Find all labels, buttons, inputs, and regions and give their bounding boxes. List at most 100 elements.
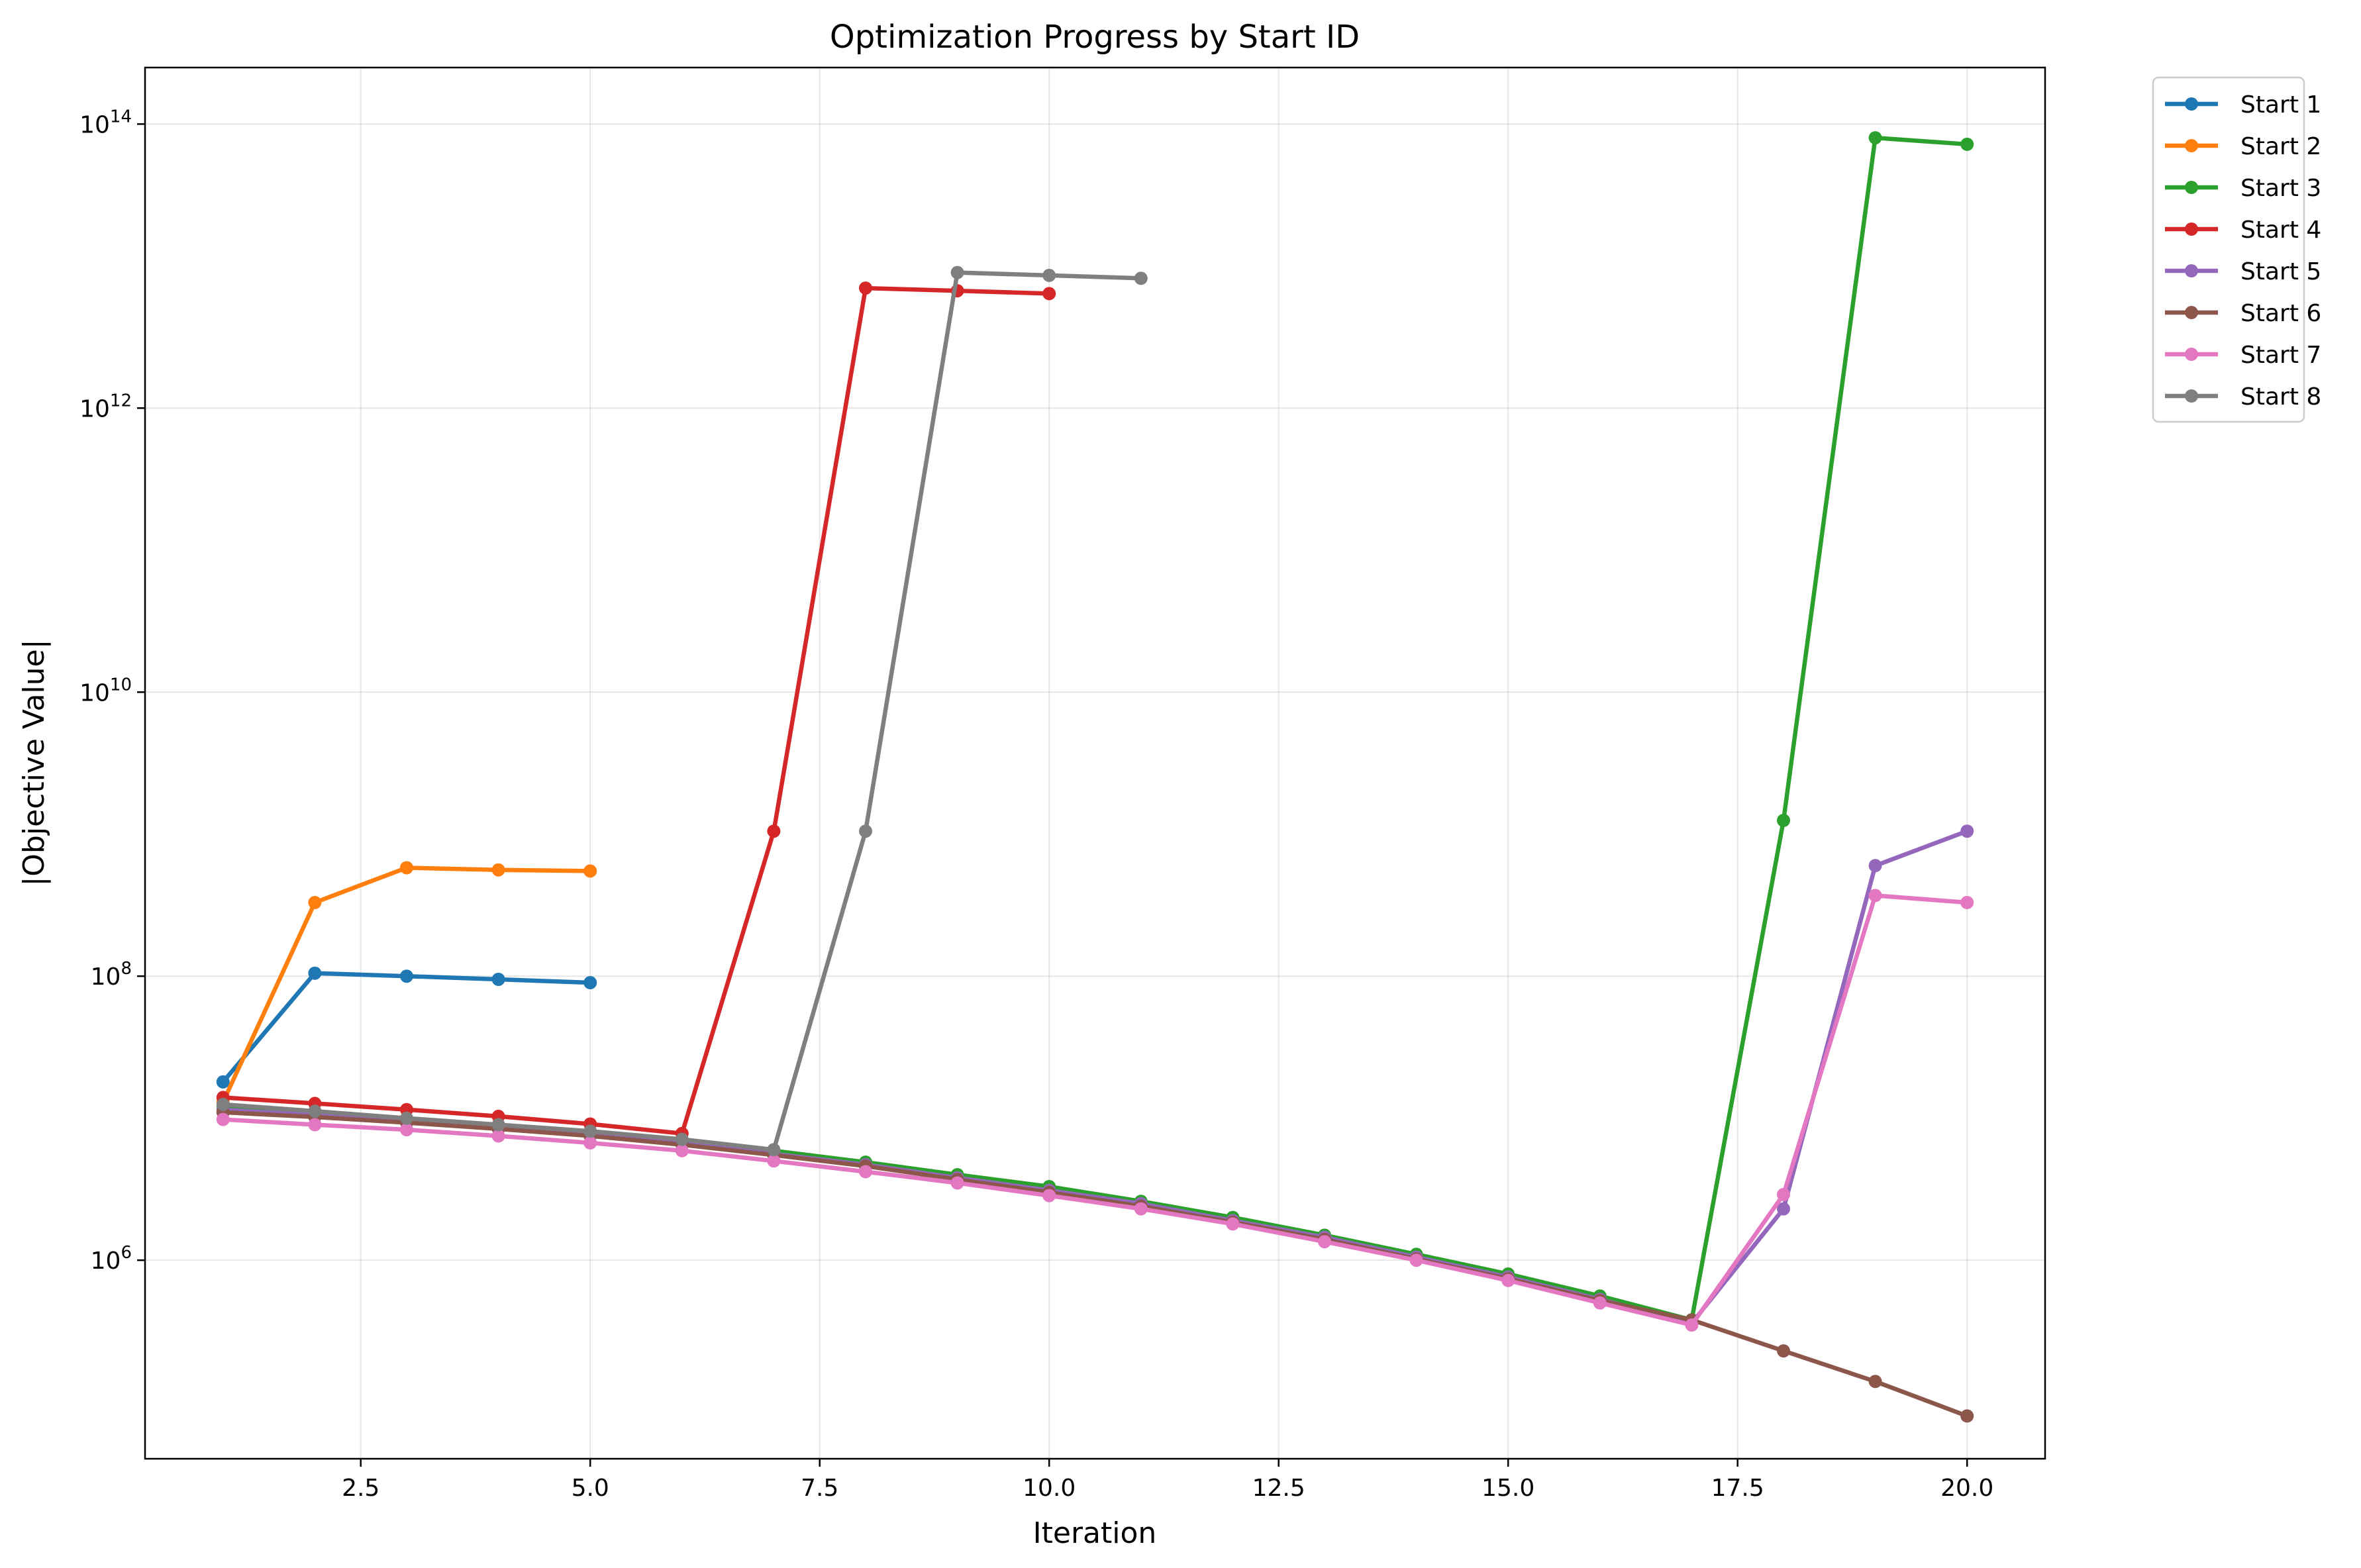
y-tick-label: 108 [91, 959, 132, 991]
data-point [400, 1111, 413, 1125]
series-line [221, 1110, 1970, 1418]
legend-item: Start 5 [2165, 258, 2321, 285]
y-tick-label: 1012 [79, 391, 132, 422]
legend-swatch-marker [2185, 348, 2198, 361]
data-point [1960, 1409, 1974, 1423]
x-tick-label: 5.0 [572, 1475, 609, 1502]
legend-item: Start 7 [2165, 342, 2321, 369]
data-point [859, 824, 872, 838]
legend-label: Start 2 [2240, 133, 2321, 160]
x-tick-label: 20.0 [1940, 1475, 1993, 1502]
data-point [950, 1176, 964, 1190]
data-point [1226, 1217, 1240, 1231]
legend-box [2152, 76, 2305, 423]
data-point [1868, 859, 1882, 873]
data-point [308, 1104, 322, 1118]
data-point [1501, 1273, 1515, 1287]
y-tick-label: 1014 [79, 107, 132, 138]
data-point [583, 976, 597, 989]
data-point [308, 1118, 322, 1132]
series-layer [216, 131, 1974, 1423]
data-point [1777, 814, 1790, 827]
series-1 [216, 966, 597, 1089]
data-point [675, 1132, 689, 1146]
legend-label: Start 1 [2240, 91, 2321, 119]
legend-item: Start 2 [2165, 133, 2321, 160]
data-point [1134, 1202, 1148, 1216]
data-point [1960, 896, 1974, 909]
legend-item: Start 6 [2165, 300, 2321, 327]
x-tick-label: 12.5 [1252, 1475, 1305, 1502]
data-point [216, 1097, 230, 1111]
data-point [400, 1123, 413, 1137]
data-point [491, 1129, 505, 1143]
legend-swatch-marker [2185, 264, 2198, 277]
data-point [1960, 824, 1974, 838]
x-axis-label: Iteration [1033, 1516, 1157, 1550]
series-8 [216, 266, 1148, 1157]
y-axis-label: |Objective Value| [17, 639, 51, 886]
data-point [1777, 1202, 1790, 1216]
plot-area-frame [144, 66, 2046, 1460]
grid [145, 68, 2045, 1459]
y-axis-ticks: 106 108 1010 1012 1014 [79, 107, 145, 1275]
legend-swatch-marker [2185, 181, 2198, 194]
data-point [1134, 271, 1148, 285]
legend: Start 1 Start 2 Start 3 Start 4 Start 5 Start… [2152, 76, 2321, 423]
data-point [859, 1165, 872, 1179]
data-point [1868, 889, 1882, 903]
data-point [491, 973, 505, 986]
legend-item: Start 1 [2165, 91, 2321, 119]
legend-label: Start 3 [2240, 175, 2321, 202]
series-7 [216, 889, 1974, 1332]
x-tick-label: 7.5 [801, 1475, 838, 1502]
legend-item: Start 3 [2165, 175, 2321, 202]
data-point [583, 1136, 597, 1150]
data-point [216, 1112, 230, 1126]
x-tick-label: 10.0 [1023, 1475, 1076, 1502]
data-point [1042, 268, 1056, 282]
data-point [1960, 137, 1974, 151]
data-point [583, 864, 597, 878]
data-point [1318, 1235, 1331, 1249]
legend-swatch-marker [2185, 222, 2198, 236]
legend-label: Start 4 [2240, 217, 2321, 244]
y-tick-label: 1010 [79, 675, 132, 707]
data-point [767, 1154, 781, 1168]
data-point [1868, 1375, 1882, 1389]
data-point [1685, 1318, 1699, 1332]
data-point [308, 896, 322, 909]
series-line [221, 285, 1052, 1136]
legend-swatch-marker [2185, 306, 2198, 319]
legend-label: Start 5 [2240, 258, 2321, 285]
legend-item: Start 8 [2165, 383, 2321, 411]
data-point [767, 1143, 781, 1157]
data-point [308, 966, 322, 980]
legend-label: Start 7 [2240, 342, 2321, 369]
x-axis-ticks: 2.5 5.0 7.5 10.0 12.5 15.0 17.5 20.0 [342, 1459, 1993, 1502]
data-point [583, 1124, 597, 1138]
data-point [1042, 1189, 1056, 1202]
x-tick-label: 15.0 [1482, 1475, 1534, 1502]
legend-label: Start 6 [2240, 300, 2321, 327]
x-tick-label: 17.5 [1711, 1475, 1764, 1502]
data-point [859, 281, 872, 295]
data-point [1593, 1296, 1607, 1310]
data-point [1042, 287, 1056, 301]
data-point [1777, 1188, 1790, 1201]
data-point [675, 1144, 689, 1157]
data-point [491, 1118, 505, 1132]
series-line [221, 893, 1970, 1328]
x-tick-label: 2.5 [342, 1475, 379, 1502]
data-point [950, 266, 964, 279]
data-point [1777, 1344, 1790, 1358]
data-point [1409, 1253, 1423, 1267]
y-tick-label: 106 [91, 1243, 132, 1275]
data-point [491, 863, 505, 877]
legend-item: Start 4 [2165, 217, 2321, 244]
data-point [767, 824, 781, 838]
chart-title: Optimization Progress by Start ID [830, 19, 1360, 56]
legend-label: Start 8 [2240, 383, 2321, 411]
